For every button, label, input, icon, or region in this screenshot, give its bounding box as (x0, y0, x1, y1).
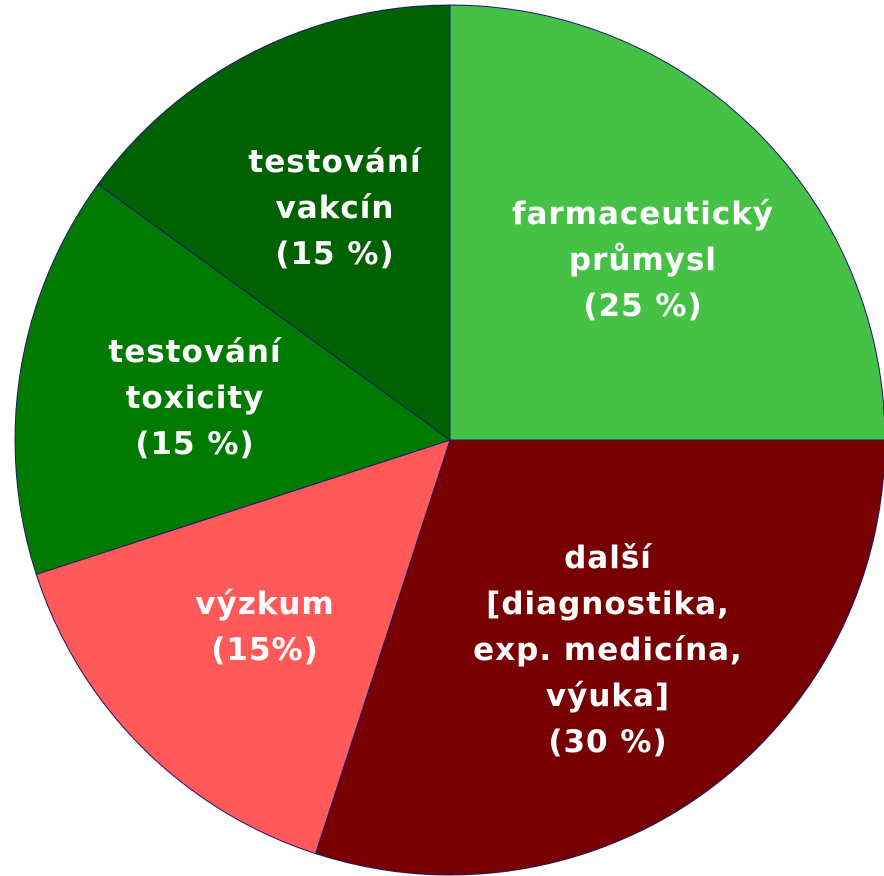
slice-label: testování toxicity (15 %) (108, 329, 281, 467)
pie-slice (97, 4, 451, 441)
category-label: výzkum (195, 586, 335, 622)
slice-label: výzkum (15%) (195, 581, 334, 673)
value-label: (15 %) (135, 426, 255, 462)
category-label: farmaceutický průmysl (511, 196, 775, 278)
value-label: (15 %) (275, 236, 395, 272)
slice-label: další [diagnostika, exp. medicína, výuka… (473, 535, 743, 765)
category-label: testování toxicity (108, 334, 282, 416)
value-label: (15%) (211, 632, 319, 668)
slice-label: farmaceutický průmysl (25 %) (512, 191, 774, 329)
category-label: testování vakcín (248, 144, 422, 226)
pie-slice (35, 439, 451, 855)
value-label: (30 %) (548, 724, 668, 760)
pie-slice (449, 4, 884, 441)
pie-slice (14, 183, 452, 576)
pie-slice (314, 439, 884, 876)
category-label: další [diagnostika, exp. medicína, výuka… (473, 540, 743, 714)
value-label: (25 %) (583, 288, 703, 324)
slice-label: testování vakcín (15 %) (248, 139, 421, 277)
